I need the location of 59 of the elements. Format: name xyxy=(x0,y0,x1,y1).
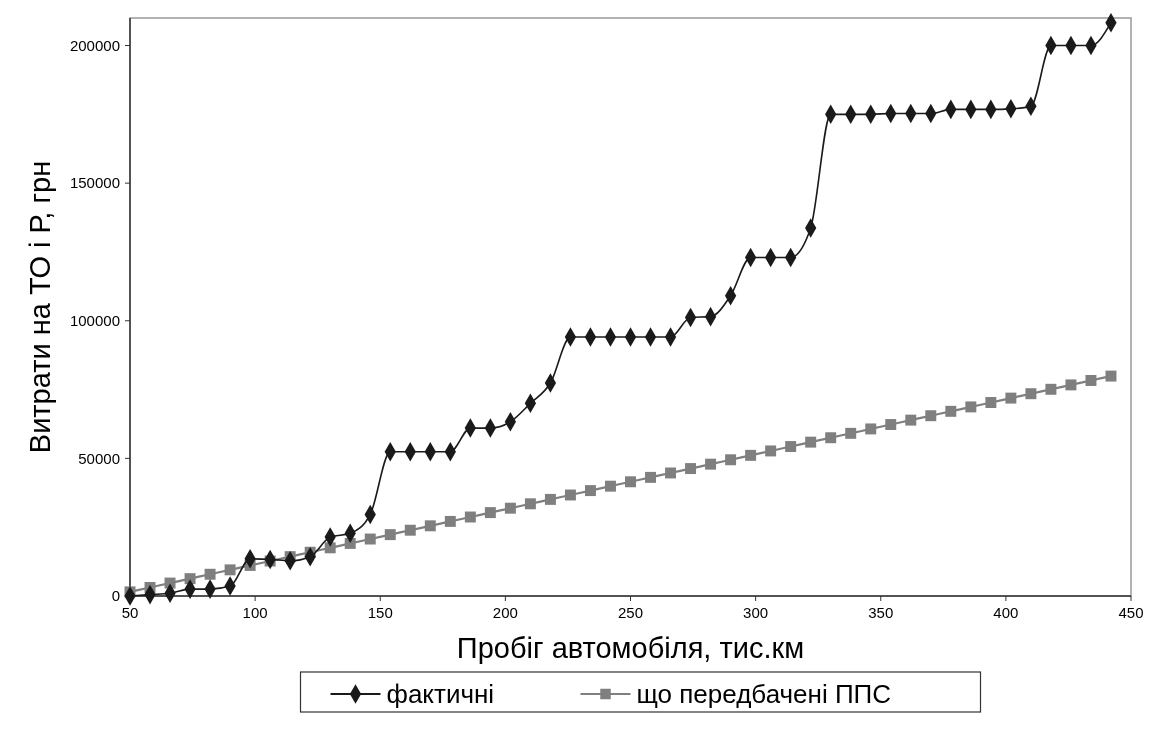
point xyxy=(1045,383,1057,395)
point xyxy=(885,419,897,430)
x-tick-label: 250 xyxy=(617,604,644,621)
point xyxy=(1065,379,1077,391)
point xyxy=(625,476,636,488)
point xyxy=(1105,370,1117,382)
point xyxy=(1005,392,1017,404)
point xyxy=(384,529,396,541)
y-tick-label: 50000 xyxy=(78,449,120,467)
point xyxy=(945,405,957,417)
point xyxy=(224,564,236,576)
point xyxy=(825,432,837,444)
point xyxy=(404,524,416,536)
point xyxy=(584,485,596,497)
x-tick-label: 400 xyxy=(993,604,1019,621)
point xyxy=(544,493,556,505)
x-tick-label: 350 xyxy=(868,604,894,621)
point xyxy=(785,441,797,453)
point xyxy=(1085,375,1097,386)
point xyxy=(985,397,997,408)
y-axis-title: Витрати на ТО і Р, грн xyxy=(24,160,56,454)
legend-label: фактичні xyxy=(386,679,495,710)
point xyxy=(925,410,937,422)
legend-label: що передбачені ППС xyxy=(636,679,892,710)
y-tick-label: 100000 xyxy=(69,312,120,330)
point xyxy=(364,533,376,545)
x-tick-label: 150 xyxy=(367,604,393,621)
point xyxy=(705,458,717,470)
y-tick-label: 0 xyxy=(111,587,120,605)
point xyxy=(645,471,656,483)
x-tick-label: 200 xyxy=(492,604,518,621)
x-tick-label: 50 xyxy=(121,604,139,621)
point xyxy=(805,436,817,448)
x-tick-label: 100 xyxy=(242,604,268,621)
point xyxy=(665,467,677,479)
x-tick-label: 450 xyxy=(1118,604,1144,621)
point xyxy=(685,463,697,475)
point xyxy=(845,427,857,439)
point xyxy=(524,498,536,510)
point xyxy=(725,454,737,466)
point xyxy=(564,489,576,501)
x-tick-label: 300 xyxy=(743,604,769,621)
x-axis-title: Пробіг автомобіля, тис.км xyxy=(456,632,805,664)
point xyxy=(765,445,777,457)
point xyxy=(464,511,476,523)
point xyxy=(745,449,757,461)
point xyxy=(444,515,456,527)
point xyxy=(965,401,977,413)
point xyxy=(865,423,877,435)
point xyxy=(204,568,216,580)
point xyxy=(424,520,436,532)
point xyxy=(905,414,917,426)
point xyxy=(504,502,516,514)
point xyxy=(1025,388,1037,400)
y-tick-label: 150000 xyxy=(69,174,120,192)
point xyxy=(605,480,616,492)
y-tick-label: 200000 xyxy=(69,36,120,54)
point xyxy=(184,573,196,585)
point xyxy=(484,507,496,519)
